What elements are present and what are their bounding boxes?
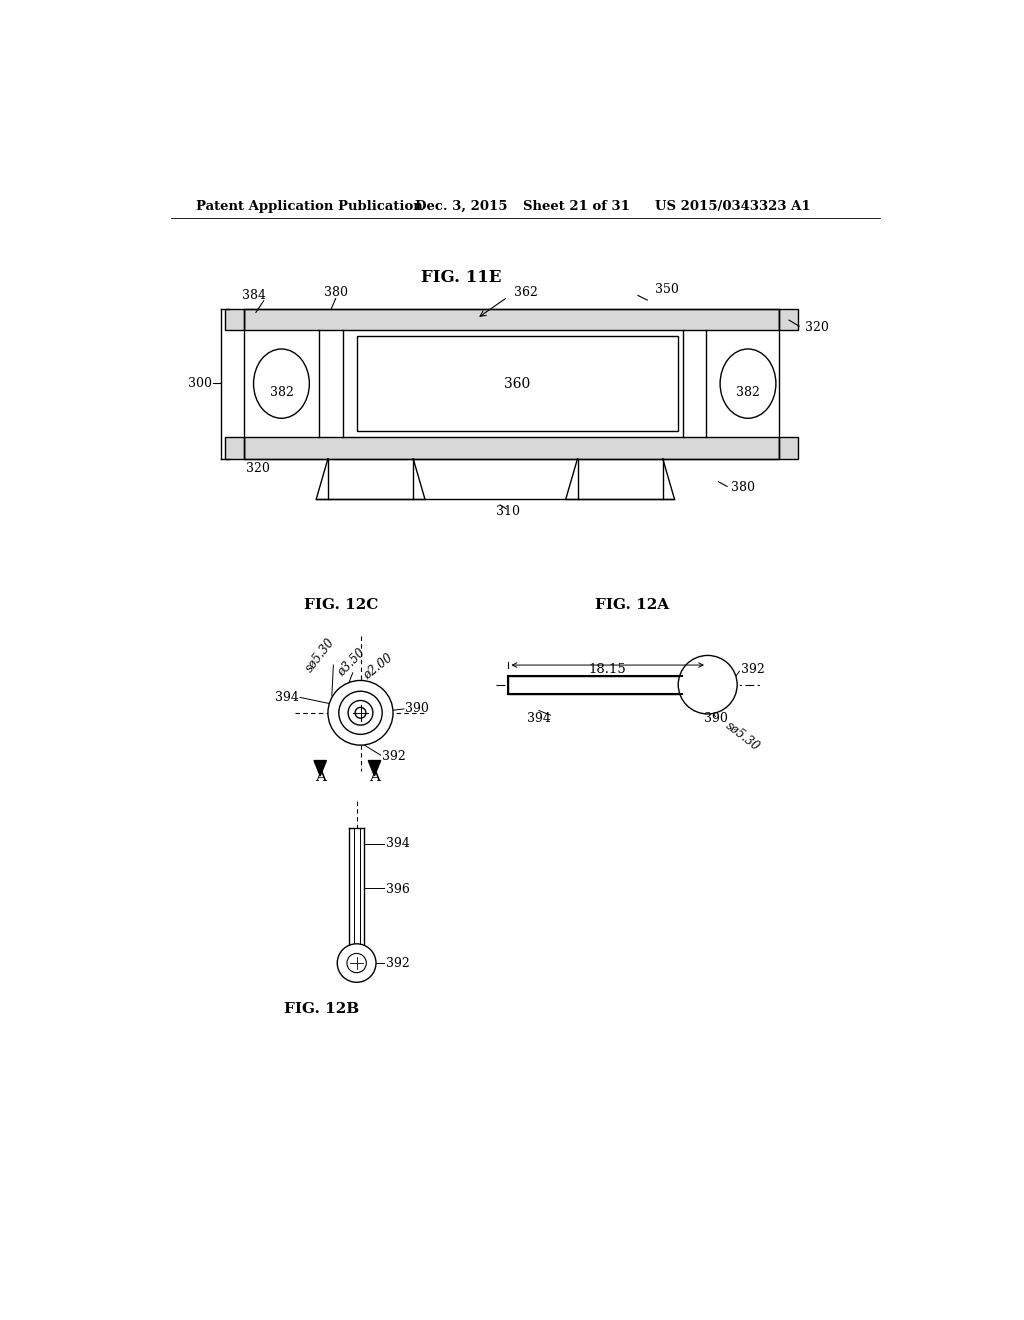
Bar: [225, 437, 245, 459]
Text: US 2015/0343323 A1: US 2015/0343323 A1: [655, 199, 811, 213]
Ellipse shape: [720, 348, 776, 418]
Text: 396: 396: [386, 883, 410, 896]
Circle shape: [355, 708, 366, 718]
Text: 300: 300: [187, 376, 212, 389]
Text: 310: 310: [496, 504, 520, 517]
Polygon shape: [314, 760, 327, 776]
Text: A: A: [314, 771, 326, 784]
Bar: [225, 309, 245, 330]
Text: sø5.30: sø5.30: [303, 635, 338, 675]
Text: sø5.30: sø5.30: [723, 718, 762, 754]
Bar: [245, 309, 779, 330]
Text: Dec. 3, 2015: Dec. 3, 2015: [415, 199, 507, 213]
Text: 384: 384: [242, 289, 265, 302]
Text: Patent Application Publication: Patent Application Publication: [197, 199, 423, 213]
Text: 394: 394: [386, 837, 410, 850]
Circle shape: [347, 953, 367, 973]
Text: 320: 320: [805, 321, 829, 334]
Bar: [245, 309, 779, 459]
Circle shape: [337, 944, 376, 982]
Text: 382: 382: [736, 387, 760, 400]
Text: 18.15: 18.15: [589, 663, 627, 676]
Text: FIG. 12B: FIG. 12B: [284, 1002, 359, 1016]
Circle shape: [678, 656, 737, 714]
Text: 320: 320: [246, 462, 269, 475]
Text: FIG. 11E: FIG. 11E: [421, 269, 502, 286]
Bar: [508, 676, 682, 693]
Text: 380: 380: [324, 286, 348, 298]
Text: 394: 394: [274, 690, 299, 704]
Text: 394: 394: [527, 711, 551, 725]
Text: 390: 390: [406, 702, 429, 715]
Bar: [779, 309, 799, 330]
Text: 392: 392: [382, 750, 406, 763]
Text: ø3.50: ø3.50: [335, 647, 368, 680]
Text: FIG. 12A: FIG. 12A: [595, 598, 669, 612]
Text: Sheet 21 of 31: Sheet 21 of 31: [523, 199, 630, 213]
Text: FIG. 12C: FIG. 12C: [304, 598, 378, 612]
Polygon shape: [369, 760, 381, 776]
Text: 392: 392: [741, 663, 765, 676]
Circle shape: [328, 681, 393, 744]
Text: 360: 360: [504, 376, 530, 391]
Text: 390: 390: [703, 711, 728, 725]
Bar: [356, 337, 678, 430]
Text: 382: 382: [269, 387, 294, 400]
Circle shape: [348, 701, 373, 725]
Text: 350: 350: [655, 282, 679, 296]
Circle shape: [339, 692, 382, 734]
Text: 392: 392: [386, 957, 410, 970]
Ellipse shape: [254, 348, 309, 418]
Bar: [245, 437, 779, 459]
Text: 362: 362: [514, 286, 538, 298]
Text: A: A: [369, 771, 380, 784]
Text: ø2.00: ø2.00: [360, 651, 394, 682]
Bar: [779, 437, 799, 459]
Text: 380: 380: [731, 482, 755, 495]
